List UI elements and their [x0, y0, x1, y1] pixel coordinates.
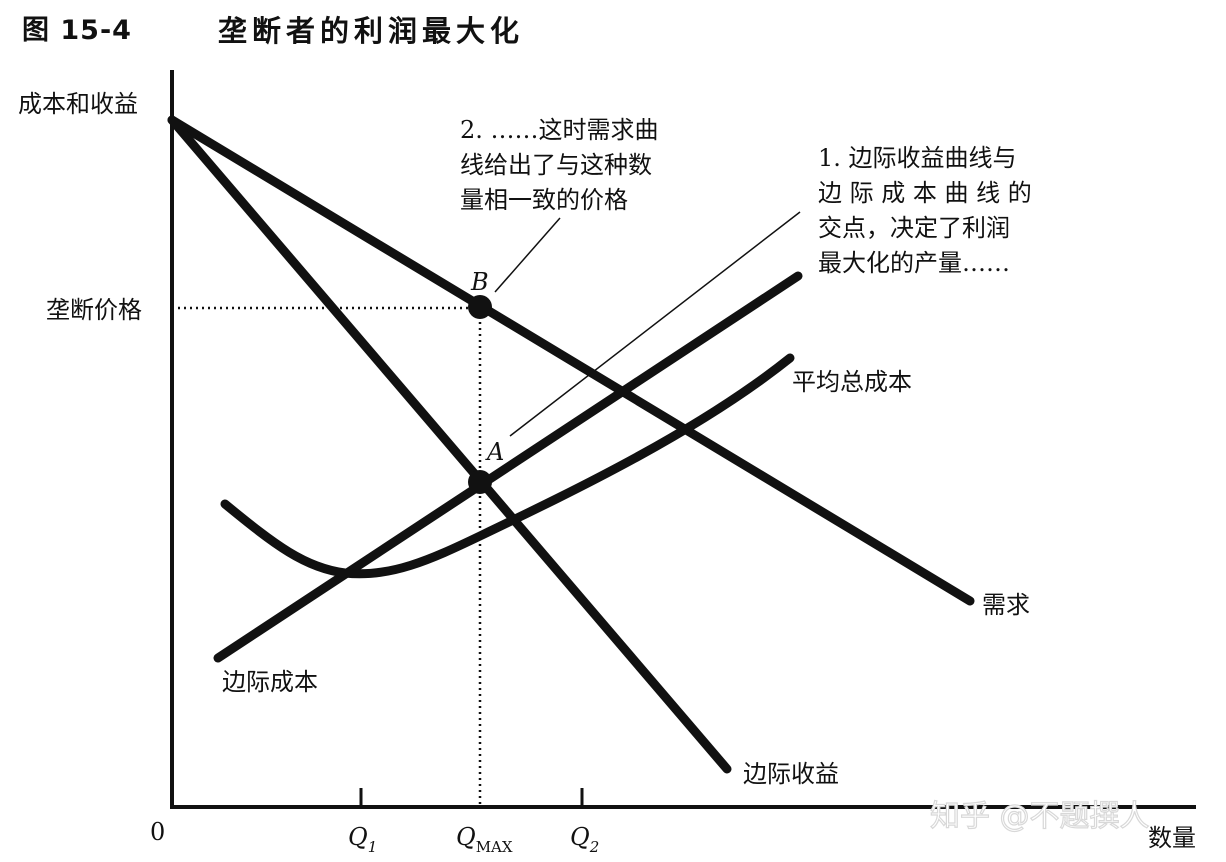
q2-label: Q2: [570, 823, 599, 856]
note2-annotation: 2. ……这时需求曲 线给出了与这种数 量相一致的价格: [460, 116, 659, 214]
marginal-cost-label: 边际成本: [222, 668, 318, 696]
note1-line-1: 1. 边际收益曲线与: [818, 144, 1017, 172]
average-total-cost-label: 平均总成本: [792, 368, 912, 396]
note1-line-4: 最大化的产量……: [818, 249, 1010, 277]
figure-title: 垄断者的利润最大化: [218, 14, 525, 48]
note2-pointer: [494, 217, 561, 293]
note2-line-2: 线给出了与这种数: [460, 151, 652, 179]
figure-number: 图 15-4: [22, 15, 132, 46]
marginal-revenue-label: 边际收益: [743, 760, 839, 788]
x-axis-label: 数量: [1148, 824, 1196, 852]
note1-annotation: 1. 边际收益曲线与 边 际 成 本 曲 线 的 交点，决定了利润 最大化的产量…: [818, 144, 1032, 277]
marginal-cost-curve: [213, 271, 803, 663]
average-total-cost-curve: [220, 353, 795, 579]
demand-curve: [167, 115, 975, 606]
note1-line-2: 边 际 成 本 曲 线 的: [818, 179, 1032, 207]
zhihu-watermark: 知乎 @不题撰人: [930, 799, 1150, 834]
marginal-revenue-curve: [167, 115, 732, 774]
point-b-marker: [468, 295, 492, 319]
qmax-label: QMAX: [456, 823, 513, 856]
y-axis-label: 成本和收益: [18, 90, 138, 118]
note2-line-3: 量相一致的价格: [460, 186, 628, 214]
origin-label: 0: [150, 818, 165, 846]
monopoly-price-label: 垄断价格: [46, 296, 142, 324]
note2-line-1: 2. ……这时需求曲: [460, 116, 659, 144]
note1-line-3: 交点，决定了利润: [818, 214, 1010, 242]
point-a-marker: [468, 470, 492, 494]
demand-label: 需求: [982, 591, 1030, 619]
point-b-label: B: [470, 268, 489, 296]
q1-label: Q1: [348, 823, 377, 856]
point-a-label: A: [485, 438, 504, 466]
note1-pointer: [509, 211, 801, 437]
